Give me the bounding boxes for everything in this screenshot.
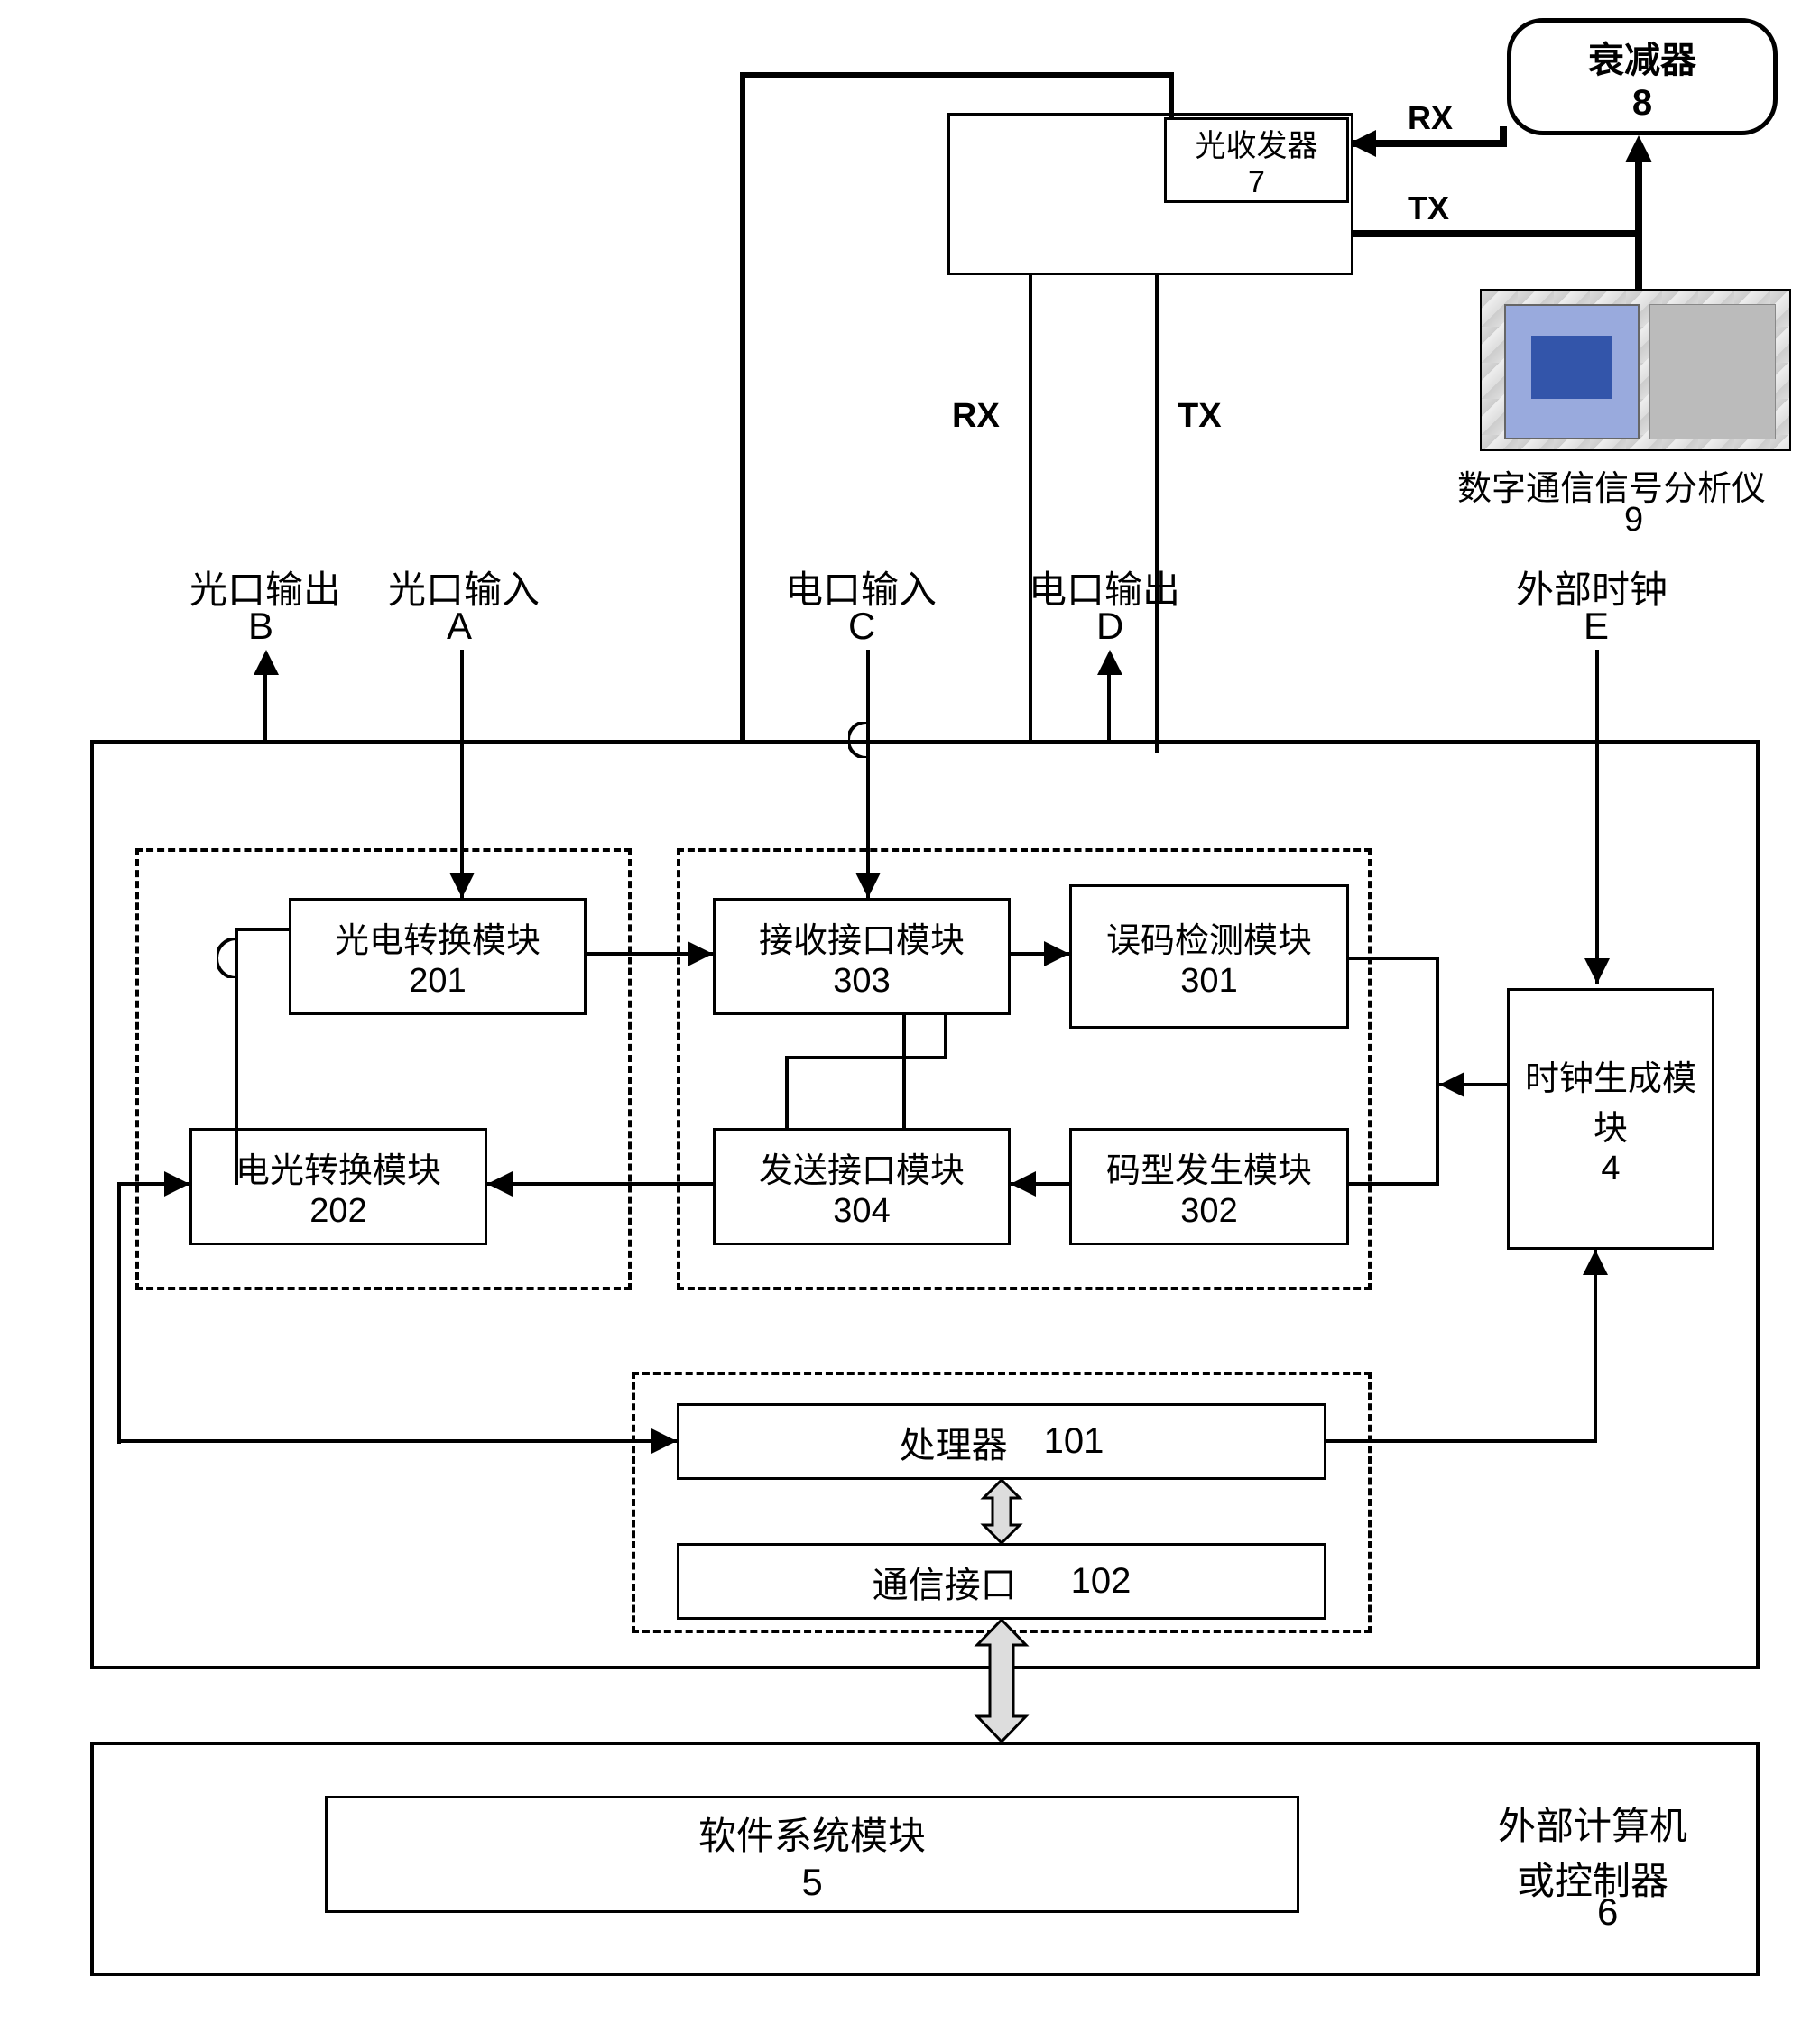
analyzer-num: 9 xyxy=(1624,501,1643,540)
analyzer-title: 数字通信信号分析仪 xyxy=(1457,460,1766,510)
mod-rxif-title: 接收接口模块 xyxy=(759,912,965,962)
arrow-b-up xyxy=(266,650,293,677)
mod-eo-num: 202 xyxy=(309,1192,366,1231)
conn-atten-up xyxy=(1635,149,1642,237)
port-b-letter: B xyxy=(248,605,273,648)
mod-oe-num: 201 xyxy=(409,962,466,1001)
ext-pc-title: 外部计算机 或控制器 xyxy=(1498,1796,1687,1906)
trx-top-h xyxy=(740,72,1173,78)
cpu-clk-v xyxy=(1594,1250,1597,1443)
conn-atten-rx-v xyxy=(1500,126,1507,147)
mod-txif-num: 304 xyxy=(833,1192,890,1231)
arc-left xyxy=(217,938,256,978)
clk-in-arrow xyxy=(1439,1085,1466,1112)
mod-txif: 发送接口模块 304 xyxy=(713,1128,1011,1245)
txif-up-v xyxy=(785,1056,789,1128)
mod-cpu-title: 处理器 xyxy=(900,1416,1008,1468)
trx-tx-v xyxy=(1155,275,1159,753)
trx-num: 7 xyxy=(1248,165,1265,200)
left-bottom-h xyxy=(117,1439,677,1443)
mod-err: 误码检测模块 301 xyxy=(1069,884,1349,1029)
port-c-letter: C xyxy=(848,605,875,648)
mod-sw-title: 软件系统模块 xyxy=(698,1806,926,1861)
mod-pat-num: 302 xyxy=(1180,1192,1237,1231)
cpu-clk-arrow xyxy=(1595,1250,1622,1277)
line-d-v xyxy=(1107,668,1111,740)
txif-d-v xyxy=(902,1015,906,1128)
mod-err-num: 301 xyxy=(1180,962,1237,1001)
mod-comm: 通信接口 102 xyxy=(677,1543,1326,1620)
mod-cpu-num: 101 xyxy=(1044,1421,1104,1462)
txif-up-v2 xyxy=(944,1015,947,1059)
rxif-err-arrow xyxy=(1069,954,1096,981)
err-clk-h xyxy=(1349,957,1439,960)
trx-top-v1 xyxy=(1169,72,1174,117)
mod-txif-title: 发送接口模块 xyxy=(759,1142,965,1192)
hollow-cpu-comm xyxy=(970,1480,1033,1543)
mod-sw-num: 5 xyxy=(801,1861,822,1904)
mod-eo-title: 电光转换模块 xyxy=(236,1142,441,1192)
trx-inner: 光收发器 7 xyxy=(1164,117,1349,203)
mid-rx-label: RX xyxy=(952,397,1000,436)
oe-down-h xyxy=(235,928,289,931)
mod-rxif-num: 303 xyxy=(833,962,890,1001)
feed-rx-v xyxy=(1029,740,1032,744)
d-down xyxy=(1107,740,1111,744)
mod-comm-title: 通信接口 xyxy=(873,1556,1017,1608)
cpu-clk-h xyxy=(1326,1439,1597,1443)
clk-join-v xyxy=(1436,957,1439,1186)
mod-clk: 时钟生成模块 4 xyxy=(1507,988,1714,1250)
conn-atten-up-arrow xyxy=(1639,135,1666,162)
conn-trx-tx-h xyxy=(1353,230,1642,237)
ext-pc-num: 6 xyxy=(1597,1890,1618,1934)
line-b-v xyxy=(263,668,267,740)
mod-pat: 码型发生模块 302 xyxy=(1069,1128,1349,1245)
eo-left-arrow xyxy=(189,1184,217,1211)
analyzer-img xyxy=(1480,289,1791,451)
mod-clk-num: 4 xyxy=(1601,1150,1620,1188)
attenuator-box: 衰减器 8 xyxy=(1507,18,1778,135)
mod-sw: 软件系统模块 5 xyxy=(325,1796,1299,1913)
to-cpu-arrow xyxy=(677,1441,704,1468)
mod-oe: 光电转换模块 201 xyxy=(289,898,587,1015)
mod-comm-num: 102 xyxy=(1071,1561,1132,1602)
attenuator-num: 8 xyxy=(1632,83,1652,124)
port-d-letter: D xyxy=(1096,605,1123,648)
left-down-v xyxy=(117,1182,121,1444)
mid-tx-label: TX xyxy=(1178,397,1222,436)
pat-txif-arrow xyxy=(1011,1184,1038,1211)
txif-eo xyxy=(487,1182,713,1186)
conn-trx-tx-v xyxy=(1635,230,1642,293)
hollow-comm-sw xyxy=(961,1620,1042,1742)
mod-cpu: 处理器 101 xyxy=(677,1403,1326,1480)
pat-clk-h xyxy=(1349,1182,1439,1186)
port-e-letter: E xyxy=(1584,605,1609,648)
mod-err-title: 误码检测模块 xyxy=(1106,912,1312,962)
feed-h xyxy=(263,740,1159,744)
trx-left-v xyxy=(740,72,745,740)
txif-up-h xyxy=(785,1056,947,1059)
port-a-letter: A xyxy=(447,605,472,648)
txif-d-h xyxy=(902,1065,906,1068)
trx-title: 光收发器 xyxy=(1196,121,1318,165)
rx-label-top: RX xyxy=(1408,99,1453,137)
attenuator-title: 衰减器 xyxy=(1588,31,1696,83)
oe-rxif-arrow xyxy=(713,954,740,981)
mod-clk-title: 时钟生成模块 xyxy=(1510,1050,1712,1150)
arrow-d-up xyxy=(1110,650,1137,677)
mod-pat-title: 码型发生模块 xyxy=(1106,1142,1312,1192)
mod-oe-title: 光电转换模块 xyxy=(335,912,540,962)
tx-label-top: TX xyxy=(1408,189,1449,227)
txif-eo-arrow xyxy=(487,1184,514,1211)
mod-rxif: 接收接口模块 303 xyxy=(713,898,1011,1015)
trx-rx-v xyxy=(1029,275,1032,740)
